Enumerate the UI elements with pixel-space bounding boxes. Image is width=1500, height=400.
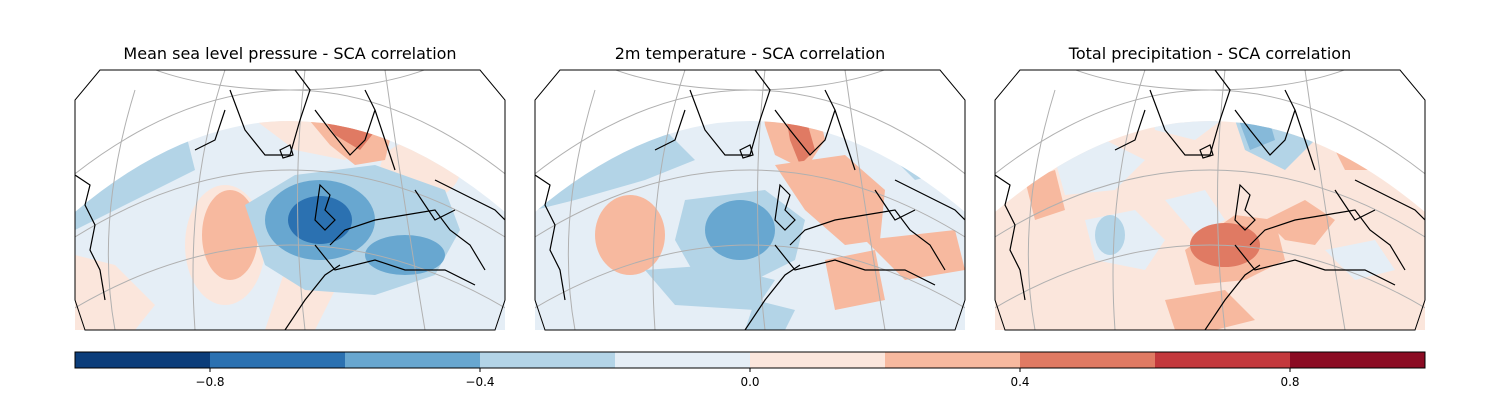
colorbar-segment xyxy=(480,352,615,368)
colorbar: −0.8 −0.4 0.0 0.4 0.8 xyxy=(74,351,1426,389)
colorbar-segment xyxy=(210,352,345,368)
colorbar-segment xyxy=(750,352,885,368)
colorbar-tick-label: 0.8 xyxy=(1280,375,1299,389)
colorbar-tick-label: −0.4 xyxy=(465,375,494,389)
colorbar-tick-label: 0.4 xyxy=(1010,375,1029,389)
map-panel-mslp xyxy=(74,69,506,331)
colorbar-segment xyxy=(1020,352,1155,368)
colorbar-segment xyxy=(1155,352,1290,368)
colorbar-segment xyxy=(1290,352,1425,368)
map-panel-tp xyxy=(994,69,1426,331)
panel-title-tp: Total precipitation - SCA correlation xyxy=(1068,44,1352,63)
colorbar-segment xyxy=(75,352,210,368)
map-panel-t2m xyxy=(534,69,966,331)
colorbar-segment xyxy=(885,352,1020,368)
panel-title-t2m: 2m temperature - SCA correlation xyxy=(614,44,886,63)
colorbar-segment xyxy=(345,352,480,368)
colorbar-tick-label: −0.8 xyxy=(195,375,224,389)
colorbar-tick-label: 0.0 xyxy=(740,375,759,389)
colorbar-segment xyxy=(615,352,750,368)
panel-title-mslp: Mean sea level pressure - SCA correlatio… xyxy=(123,44,457,63)
